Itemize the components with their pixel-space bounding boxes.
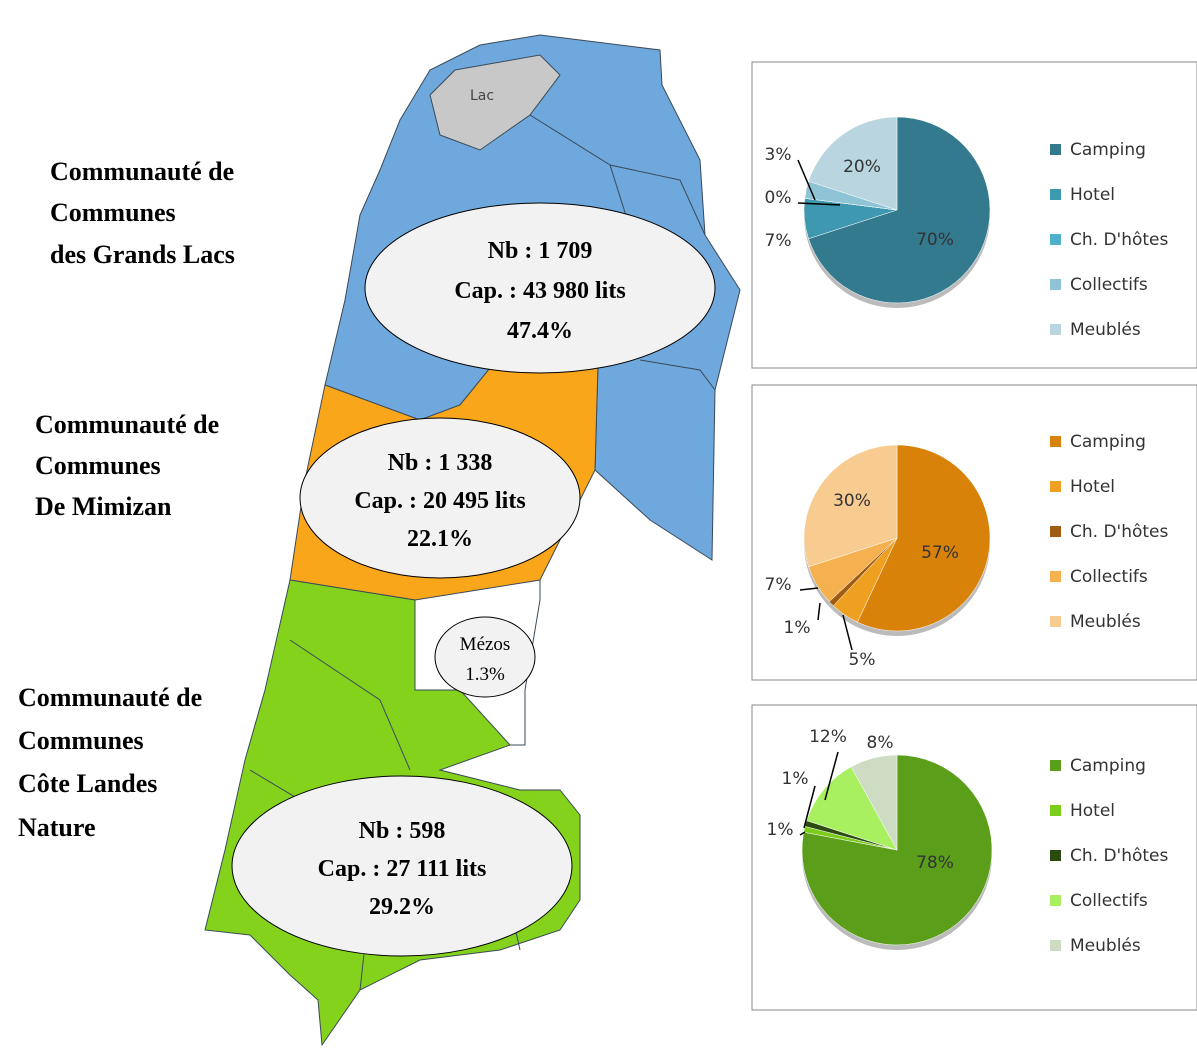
legend-label: Hotel: [1070, 477, 1115, 497]
legend-label: Meublés: [1070, 936, 1141, 956]
legend-swatch: [1050, 526, 1061, 537]
value-label: 78%: [916, 853, 954, 873]
region-info: Cap. : 20 495 lits: [354, 488, 525, 514]
info-bubble: [434, 616, 536, 698]
legend-swatch: [1050, 324, 1061, 335]
value-label: 57%: [921, 543, 959, 563]
pie-slice: [850, 754, 898, 851]
info-bubble: [364, 202, 716, 374]
mezos-name: Mézos: [460, 634, 511, 655]
leader-line: [797, 159, 816, 201]
region-info: 47.4%: [507, 318, 573, 344]
leader-line: [803, 785, 816, 829]
leader-line: [797, 202, 841, 206]
pie-slice: [803, 444, 898, 568]
region-info: Nb : 1 338: [388, 450, 493, 476]
legend-swatch: [1050, 436, 1061, 447]
value-label: 8%: [867, 733, 894, 753]
legend-swatch: [1050, 760, 1061, 771]
legend-swatch: [1050, 805, 1061, 816]
lake: [429, 54, 561, 151]
value-label: 20%: [843, 157, 881, 177]
legend-label: Collectifs: [1070, 891, 1148, 911]
region-name: De Mimizan: [35, 492, 172, 521]
lake-label: Lac: [470, 88, 494, 104]
value-label: 0%: [765, 188, 792, 208]
region-info: Nb : 598: [359, 818, 446, 844]
legend-label: Hotel: [1070, 185, 1115, 205]
region-name: Communauté de: [35, 410, 219, 439]
legend-swatch: [1050, 481, 1061, 492]
value-label: 30%: [833, 491, 871, 511]
pie-slice: [808, 116, 991, 304]
leader-line: [842, 614, 853, 651]
legend-label: Hotel: [1070, 801, 1115, 821]
leader-line: [817, 602, 821, 621]
region-info: Nb : 1 709: [488, 238, 593, 264]
region-name: Côte Landes: [18, 769, 157, 798]
value-label: 3%: [765, 145, 792, 165]
legend-swatch: [1050, 940, 1061, 951]
legend-label: Meublés: [1070, 320, 1141, 340]
legend-label: Camping: [1070, 140, 1146, 160]
value-label: 7%: [765, 575, 792, 595]
pie-slice: [801, 754, 993, 946]
leader-line: [824, 751, 839, 801]
legend-label: Collectifs: [1070, 275, 1148, 295]
commune-border: [639, 359, 716, 391]
pie-charts: 70% 7% 0% 3% 20% Camping Hotel Ch. D'hôtes Colle…: [751, 61, 1197, 1011]
value-label: 7%: [765, 231, 792, 251]
legend-label: Collectifs: [1070, 567, 1148, 587]
legend-swatch: [1050, 189, 1061, 200]
region-info: 22.1%: [407, 526, 473, 552]
legend-swatch: [1050, 279, 1061, 290]
region-name: Communauté de: [50, 157, 234, 186]
legend-label: Camping: [1070, 432, 1146, 452]
map: [204, 34, 741, 1047]
value-label: 5%: [849, 650, 876, 670]
value-label: 1%: [767, 820, 794, 840]
region-name: des Grands Lacs: [50, 240, 235, 269]
legend-swatch: [1050, 895, 1061, 906]
legend-swatch: [1050, 144, 1061, 155]
pie-slice: [857, 444, 991, 632]
legend-label: Ch. D'hôtes: [1070, 230, 1169, 250]
legend-label: Meublés: [1070, 612, 1141, 632]
info-bubble: [231, 775, 573, 957]
value-label: 12%: [809, 727, 847, 747]
region-name: Nature: [18, 813, 96, 842]
region-info: Cap. : 43 980 lits: [454, 278, 625, 304]
region-name: Communes: [18, 726, 144, 755]
region-name: Communes: [35, 451, 161, 480]
pie-slice: [808, 116, 898, 211]
legend-swatch: [1050, 616, 1061, 627]
region-info: Cap. : 27 111 lits: [318, 856, 487, 882]
legend-swatch: [1050, 850, 1061, 861]
leader-line: [799, 831, 806, 836]
value-label: 1%: [782, 769, 809, 789]
value-label: 70%: [916, 230, 954, 250]
mezos-border: [510, 580, 541, 746]
legend-swatch: [1050, 234, 1061, 245]
region-info: 29.2%: [369, 894, 435, 920]
commune-border: [609, 164, 706, 236]
info-bubble: [299, 417, 581, 579]
legend-label: Ch. D'hôtes: [1070, 846, 1169, 866]
region-name: Communes: [50, 198, 176, 227]
legend-swatch: [1050, 571, 1061, 582]
value-label: 1%: [784, 618, 811, 638]
commune-border: [289, 639, 411, 771]
leader-line: [799, 587, 819, 591]
legend-label: Ch. D'hôtes: [1070, 522, 1169, 542]
pie-slice: [806, 766, 898, 851]
mezos-share: 1.3%: [465, 664, 505, 685]
region-name: Communauté de: [18, 683, 202, 712]
legend-label: Camping: [1070, 756, 1146, 776]
